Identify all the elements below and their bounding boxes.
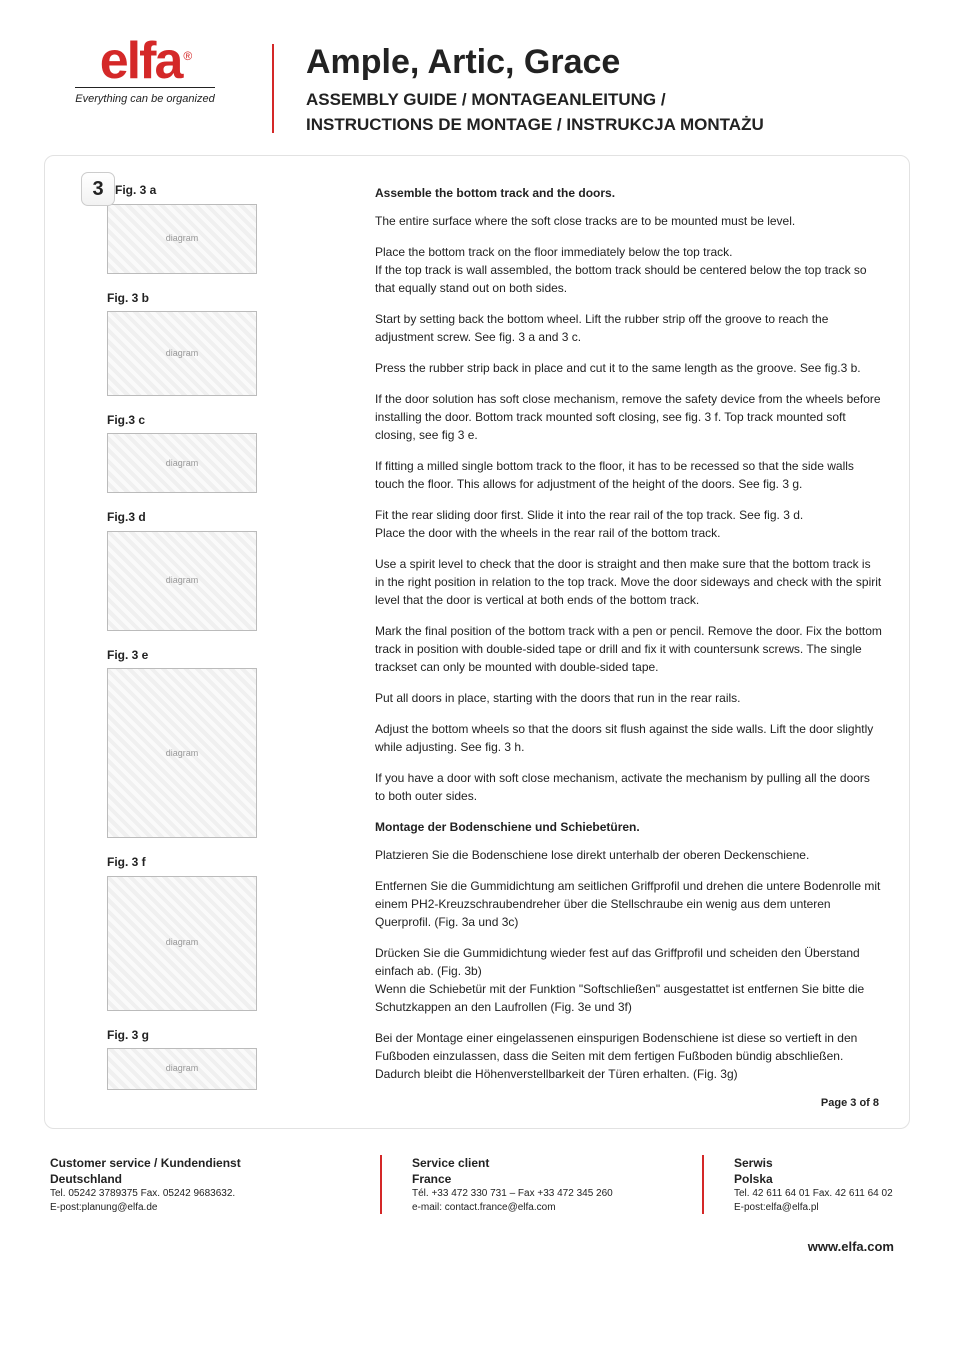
header-divider (272, 44, 274, 133)
figure-diagram-icon: diagram (107, 531, 257, 631)
body-paragraph: Drücken Sie die Gummidichtung wieder fes… (375, 944, 883, 1016)
section-heading-de: Montage der Bodenschiene und Schiebetüre… (375, 818, 883, 836)
section-heading-en: Assemble the bottom track and the doors. (375, 184, 883, 202)
footer-divider (702, 1155, 704, 1214)
body-paragraph: If fitting a milled single bottom track … (375, 457, 883, 493)
body-paragraph: Platzieren Sie die Bodenschiene lose dir… (375, 846, 883, 864)
figure-label: Fig.3 d (107, 509, 265, 526)
body-paragraph: If the door solution has soft close mech… (375, 390, 883, 444)
footer-block-fr: Service client France Tél. +33 472 330 7… (412, 1155, 692, 1214)
body-paragraph: Use a spirit level to check that the doo… (375, 555, 883, 609)
body-paragraph: The entire surface where the soft close … (375, 212, 883, 230)
figure-diagram-icon: diagram (107, 668, 257, 838)
figure-3d: Fig.3 d diagram (55, 509, 265, 630)
figure-diagram-icon: diagram (107, 204, 257, 274)
footer-contact-line: E-post:elfa@elfa.pl (734, 1201, 910, 1215)
body-paragraph: Mark the final position of the bottom tr… (375, 622, 883, 676)
footer-contact-line: Tel. 05242 3789375 Fax. 05242 9683632. (50, 1187, 370, 1201)
body-paragraph: Bei der Montage einer eingelassenen eins… (375, 1029, 883, 1083)
figure-3e: Fig. 3 e diagram (55, 647, 265, 838)
body-paragraph: Place the bottom track on the floor imme… (375, 243, 883, 297)
footer-country: Deutschland (50, 1171, 370, 1187)
registered-mark: ® (183, 49, 190, 63)
title-block: Ample, Artic, Grace ASSEMBLY GUIDE / MON… (306, 38, 914, 137)
footer-title: Customer service / Kundendienst (50, 1155, 370, 1171)
footer-country: France (412, 1171, 692, 1187)
figure-label: Fig. 3 f (107, 854, 265, 871)
logo-word: elfa (100, 32, 182, 90)
footer-contact-line: e-mail: contact.france@elfa.com (412, 1201, 692, 1215)
footer-title: Serwis (734, 1155, 910, 1171)
page-footer: Customer service / Kundendienst Deutschl… (0, 1155, 954, 1242)
body-paragraph: Start by setting back the bottom wheel. … (375, 310, 883, 346)
figure-label: Fig. 3 e (107, 647, 265, 664)
figure-diagram-icon: diagram (107, 433, 257, 493)
website-url: www.elfa.com (0, 1238, 954, 1267)
footer-block-pl: Serwis Polska Tel. 42 611 64 01 Fax. 42 … (734, 1155, 910, 1214)
figure-label: Fig. 3 b (107, 290, 265, 307)
body-paragraph: Adjust the bottom wheels so that the doo… (375, 720, 883, 756)
body-text-column: Assemble the bottom track and the doors.… (279, 180, 883, 1106)
body-paragraph: Press the rubber strip back in place and… (375, 359, 883, 377)
body-paragraph: If you have a door with soft close mecha… (375, 769, 883, 805)
logo-text: elfa® (50, 38, 240, 85)
document-subtitle-2: INSTRUCTIONS DE MONTAGE / INSTRUKCJA MON… (306, 114, 914, 137)
figure-diagram-icon: diagram (107, 1048, 257, 1090)
body-paragraph: Fit the rear sliding door first. Slide i… (375, 506, 883, 542)
page-header: elfa® Everything can be organized Ample,… (0, 0, 954, 155)
content-frame: 3 Fig. 3 a diagram Fig. 3 b diagram Fig.… (44, 155, 910, 1129)
footer-country: Polska (734, 1171, 910, 1187)
figure-3b: Fig. 3 b diagram (55, 290, 265, 396)
document-subtitle-1: ASSEMBLY GUIDE / MONTAGEANLEITUNG / (306, 89, 914, 112)
step-number-badge: 3 (81, 172, 115, 206)
figure-label: Fig. 3 g (107, 1027, 265, 1044)
footer-contact-line: Tel. 42 611 64 01 Fax. 42 611 64 02 (734, 1187, 910, 1201)
figure-3c: Fig.3 c diagram (55, 412, 265, 493)
figure-3g: Fig. 3 g diagram (55, 1027, 265, 1090)
figure-diagram-icon: diagram (107, 311, 257, 396)
brand-logo: elfa® Everything can be organized (50, 38, 240, 108)
figures-column: Fig. 3 a diagram Fig. 3 b diagram Fig.3 … (55, 180, 265, 1106)
footer-contact-line: Tél. +33 472 330 731 – Fax +33 472 345 2… (412, 1187, 692, 1201)
logo-tagline: Everything can be organized (75, 87, 214, 108)
figure-label: Fig.3 c (107, 412, 265, 429)
body-paragraph: Entfernen Sie die Gummidichtung am seitl… (375, 877, 883, 931)
body-paragraph: Put all doors in place, starting with th… (375, 689, 883, 707)
page-indicator: Page 3 of 8 (821, 1096, 879, 1112)
figure-label: Fig. 3 a (115, 182, 265, 199)
footer-contact-line: E-post:planung@elfa.de (50, 1201, 370, 1215)
figure-3f: Fig. 3 f diagram (55, 854, 265, 1010)
product-title: Ample, Artic, Grace (306, 38, 914, 87)
figure-diagram-icon: diagram (107, 876, 257, 1011)
footer-title: Service client (412, 1155, 692, 1171)
footer-divider (380, 1155, 382, 1214)
footer-block-de: Customer service / Kundendienst Deutschl… (50, 1155, 370, 1214)
